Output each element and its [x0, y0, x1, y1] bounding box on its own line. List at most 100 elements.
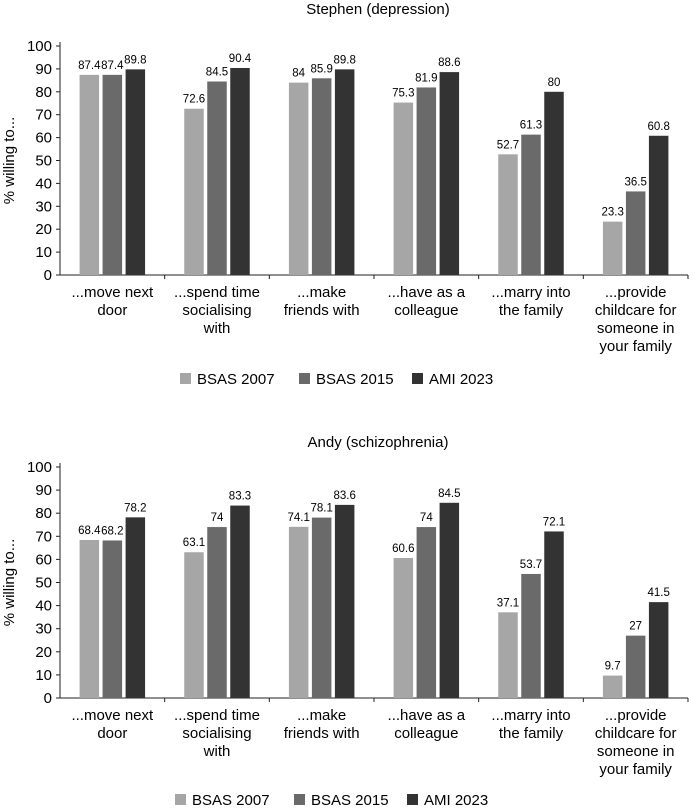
- bar: [416, 527, 437, 698]
- chart-title: Andy (schizophrenia): [308, 434, 449, 451]
- x-category-label: ...spend time: [174, 707, 260, 724]
- bar: [184, 552, 204, 698]
- x-category-label: the family: [499, 725, 564, 742]
- legend-label: BSAS 2007: [197, 371, 275, 388]
- data-label: 74.1: [287, 512, 309, 524]
- bar: [230, 67, 250, 275]
- bar: [393, 102, 414, 275]
- bar: [648, 135, 669, 275]
- bar: [521, 134, 541, 275]
- x-category-label: ...provide: [605, 284, 667, 301]
- y-tick-label: 100: [27, 38, 52, 55]
- x-category-label: door: [97, 302, 127, 319]
- chart-title: Stephen (depression): [306, 1, 449, 18]
- y-tick-label: 10: [35, 667, 52, 684]
- bar: [521, 573, 541, 698]
- bar: [393, 558, 414, 698]
- data-label: 60.8: [647, 121, 669, 133]
- bar: [102, 74, 123, 275]
- data-label: 41.5: [647, 587, 669, 599]
- x-category-label: ...have as a: [388, 284, 466, 301]
- legend: BSAS 2007 BSAS 2015 AMI 2023: [180, 371, 493, 388]
- bar: [311, 517, 332, 698]
- bar: [544, 91, 564, 275]
- x-category-label: ...make: [297, 284, 346, 301]
- bar: [625, 191, 646, 275]
- x-category-label: ...marry into: [491, 707, 570, 724]
- stephen-chart: Stephen (depression) % willing to... 0 10 20…: [1, 1, 689, 388]
- bar: [334, 69, 355, 275]
- x-category-label: with: [203, 743, 231, 760]
- bar: [125, 69, 146, 275]
- x-category-label: ...provide: [605, 707, 667, 724]
- x-category-label: ...have as a: [388, 707, 466, 724]
- y-tick-label: 100: [27, 459, 52, 476]
- bar: [602, 675, 623, 698]
- data-label: 74: [420, 512, 433, 524]
- y-tick-label: 0: [44, 267, 52, 284]
- bar: [498, 154, 518, 275]
- x-category-label: ...move next: [71, 707, 154, 724]
- x-category-label: ...marry into: [491, 284, 570, 301]
- x-category-label: ...move next: [71, 284, 154, 301]
- legend-label: AMI 2023: [424, 792, 488, 809]
- legend-swatch: [294, 794, 305, 805]
- data-label: 83.3: [229, 491, 251, 503]
- x-category-label: colleague: [394, 302, 458, 319]
- data-label: 68.4: [78, 525, 101, 537]
- data-label: 90.4: [229, 53, 252, 65]
- legend-label: AMI 2023: [429, 371, 493, 388]
- data-label: 85.9: [310, 63, 332, 75]
- y-tick-label: 80: [35, 505, 52, 522]
- x-category-label: childcare for: [595, 725, 677, 742]
- bar: [544, 531, 564, 698]
- bar: [625, 635, 646, 698]
- data-label: 72.1: [543, 516, 565, 528]
- legend-swatch: [180, 373, 191, 384]
- y-tick-label: 70: [35, 528, 52, 545]
- legend-swatch: [407, 794, 418, 805]
- data-label: 84.5: [438, 488, 460, 500]
- bar: [498, 612, 518, 698]
- data-label: 78.2: [124, 502, 146, 514]
- legend-label: BSAS 2015: [316, 371, 394, 388]
- y-tick-label: 60: [35, 551, 52, 568]
- y-tick-label: 20: [35, 221, 52, 238]
- y-axis-label: % willing to...: [1, 117, 18, 205]
- data-label: 36.5: [624, 176, 646, 188]
- y-axis-label: % willing to...: [1, 539, 18, 627]
- y-tick-label: 60: [35, 130, 52, 147]
- data-label: 37.1: [497, 597, 519, 609]
- bar: [311, 78, 332, 275]
- bar: [207, 81, 227, 276]
- y-tick-label: 80: [35, 84, 52, 101]
- data-label: 63.1: [183, 537, 205, 549]
- data-label: 88.6: [438, 57, 460, 69]
- y-tick-label: 70: [35, 107, 52, 124]
- y-tick-label: 30: [35, 621, 52, 638]
- legend-label: BSAS 2007: [192, 792, 270, 809]
- data-label: 52.7: [497, 139, 519, 151]
- andy-chart: Andy (schizophrenia) % willing to... 0 10 20…: [1, 434, 689, 809]
- y-tick-label: 40: [35, 175, 52, 192]
- x-category-label: colleague: [394, 725, 458, 742]
- data-label: 74: [211, 512, 224, 524]
- data-label: 72.6: [183, 94, 205, 106]
- x-category-label: your family: [599, 338, 672, 355]
- x-category-label: ...spend time: [174, 284, 260, 301]
- data-label: 68.2: [101, 525, 123, 537]
- data-label: 23.3: [601, 207, 623, 219]
- data-label: 80: [548, 77, 561, 89]
- data-label: 89.8: [333, 54, 355, 66]
- x-category-label: friends with: [284, 302, 360, 319]
- data-label: 75.3: [392, 88, 414, 100]
- data-label: 87.4: [78, 60, 101, 72]
- x-category-label: socialising: [182, 725, 251, 742]
- data-label: 84: [292, 68, 305, 80]
- data-label: 9.7: [605, 661, 621, 673]
- y-tick-label: 90: [35, 482, 52, 499]
- bar: [439, 502, 460, 698]
- data-label: 89.8: [124, 54, 146, 66]
- y-tick-label: 30: [35, 198, 52, 215]
- y-tick-label: 0: [44, 690, 52, 707]
